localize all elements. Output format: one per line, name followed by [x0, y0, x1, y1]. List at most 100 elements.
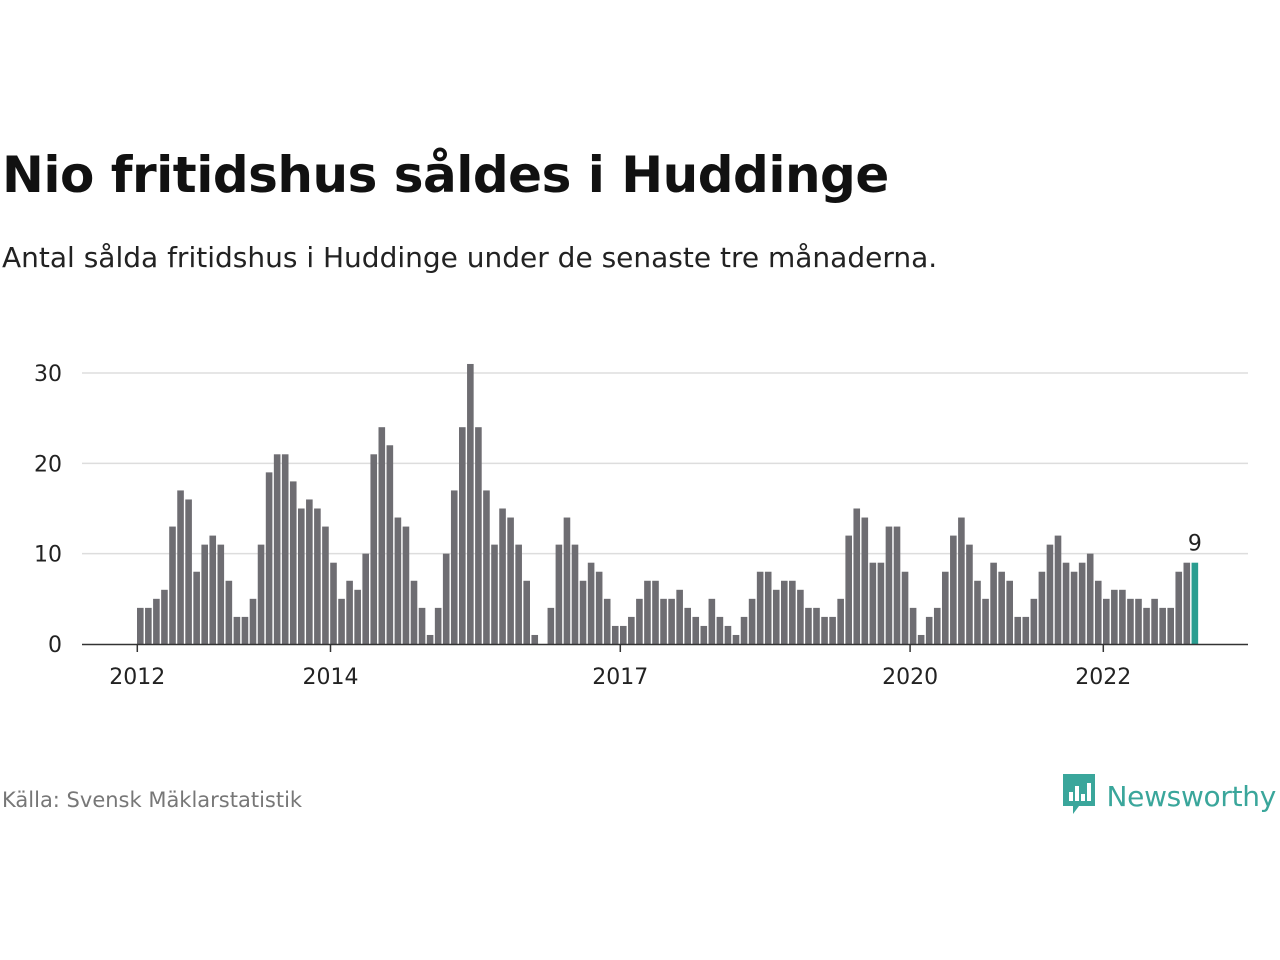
y-tick-label: 0 — [48, 633, 62, 658]
bar — [668, 598, 675, 644]
bar — [354, 589, 361, 644]
bar — [1030, 598, 1038, 644]
bar — [547, 607, 555, 644]
bar — [660, 598, 667, 644]
bar — [201, 544, 208, 644]
chart-subtitle: Antal sålda fritidshus i Huddinge under … — [2, 241, 938, 274]
bar — [289, 481, 297, 644]
y-tick-label: 20 — [34, 452, 62, 477]
bar — [893, 526, 901, 644]
bar — [193, 571, 200, 644]
bar — [137, 607, 144, 644]
bar — [885, 526, 893, 644]
bar — [974, 580, 981, 644]
bar — [595, 571, 603, 644]
chart-title: Nio fritidshus såldes i Huddinge — [2, 146, 889, 204]
bar-highlight — [1191, 562, 1199, 644]
bar — [185, 499, 192, 644]
bar — [145, 607, 152, 644]
bar — [346, 580, 353, 644]
bar — [966, 544, 973, 644]
bar — [579, 580, 587, 644]
bar — [442, 553, 450, 644]
bar — [1159, 607, 1166, 644]
bar — [1143, 607, 1150, 644]
bar — [169, 526, 176, 644]
bar — [209, 535, 217, 644]
bar — [450, 490, 458, 644]
bar — [676, 589, 683, 644]
bar — [571, 544, 579, 644]
bar — [410, 580, 418, 644]
bar — [644, 580, 651, 644]
bar — [1078, 562, 1086, 644]
bar — [877, 562, 885, 644]
bar — [805, 607, 812, 644]
bar — [281, 454, 289, 644]
bar — [925, 616, 933, 644]
bar — [555, 544, 563, 644]
bar — [314, 508, 321, 644]
bar — [394, 517, 402, 644]
x-tick-label: 2017 — [592, 665, 648, 690]
bar — [1070, 571, 1078, 644]
bar — [362, 553, 369, 644]
bar — [789, 580, 796, 644]
bar — [603, 598, 611, 644]
bar — [1014, 616, 1022, 644]
bar — [700, 625, 708, 644]
bar — [708, 598, 716, 644]
bar — [523, 580, 530, 644]
bar — [499, 508, 506, 644]
y-tick-label: 30 — [34, 362, 62, 387]
bar — [756, 571, 764, 644]
bar — [233, 616, 241, 644]
newsworthy-logo-icon — [1061, 772, 1097, 820]
bar — [869, 562, 877, 644]
bar — [1135, 598, 1142, 644]
bar — [1175, 571, 1183, 644]
bar — [724, 625, 732, 644]
bar — [225, 580, 233, 644]
bar — [636, 598, 643, 644]
bar — [982, 598, 989, 644]
bar — [330, 562, 337, 644]
source-note: Källa: Svensk Mäklarstatistik — [2, 788, 303, 812]
x-tick-label: 2022 — [1075, 665, 1131, 690]
bar — [507, 517, 514, 644]
bar — [1103, 598, 1110, 644]
bar — [942, 571, 949, 644]
bar — [249, 598, 257, 644]
bar — [917, 634, 925, 644]
bar — [217, 544, 225, 644]
bar — [684, 607, 691, 644]
y-tick-label: 10 — [34, 543, 62, 568]
bar — [998, 571, 1005, 644]
bar — [273, 454, 281, 644]
bar — [378, 427, 386, 644]
bar — [475, 427, 482, 644]
bar — [434, 607, 442, 644]
brand-name: Newsworthy — [1106, 779, 1277, 813]
bar — [531, 634, 539, 644]
bar — [322, 526, 329, 644]
brand-logo[interactable]: Newsworthy — [1061, 772, 1277, 820]
bar — [813, 607, 820, 644]
bar — [740, 616, 748, 644]
bar — [306, 499, 313, 644]
bar — [950, 535, 957, 644]
bar — [628, 616, 635, 644]
bar — [338, 598, 345, 644]
bar — [772, 589, 780, 644]
bar — [386, 445, 394, 644]
bar — [901, 571, 909, 644]
bar — [933, 607, 941, 644]
bar — [620, 625, 627, 644]
bar — [958, 517, 965, 644]
bar — [426, 634, 434, 644]
bar — [845, 535, 852, 644]
bar — [1183, 562, 1191, 644]
bar — [1054, 535, 1062, 644]
bar — [611, 625, 619, 644]
bar — [483, 490, 490, 644]
